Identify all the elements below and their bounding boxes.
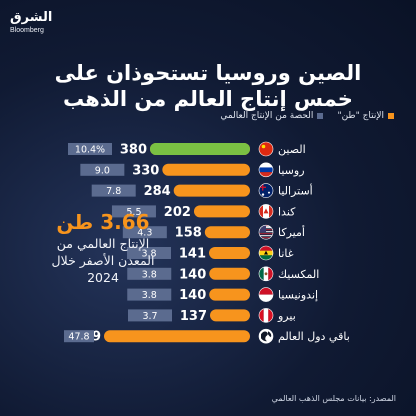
legend: الإنتاج "طن" الحصة من الإنتاج العالمي [220,110,394,122]
production-bar [209,247,250,259]
bar-row: 284 7.8 أستراليا [91,183,313,199]
share-value: 4.3 [137,228,152,239]
bar-row: 158 4.3 أميركا [122,224,305,241]
canada-flag-icon [258,204,274,219]
production-value: 202 [164,205,191,220]
bar-row: 202 5.5 كندا [111,204,296,220]
callout-value: 3.66 طن [56,210,150,234]
country-label: الصين [278,143,306,156]
share-value: 3.8 [142,290,157,301]
share-box [127,247,172,259]
country-label: روسيا [278,164,305,177]
callout: 3.66 طن الإنتاج العالمي من المعدن الأصفر… [28,210,178,285]
production-bar [104,330,250,343]
bar-row: 137 3.7 بيرو [128,308,296,324]
share-box [127,267,172,280]
legend-production-label: الإنتاج "طن" [337,111,384,121]
production-bar [193,205,250,218]
australia-flag-icon [258,183,274,198]
share-box [68,143,112,155]
share-box [111,205,156,218]
bar-row: 330 9.0 روسيا [80,162,305,178]
country-label: باقي دول العالم [278,330,350,343]
bar-row: 140 3.8 المكسيك [127,266,319,282]
country-label: كندا [278,205,296,218]
chart-title-line-2: خمس إنتاج العالم من الذهب [63,87,353,111]
chart-title-line-1: الصين وروسيا تستحوذان على [54,61,362,85]
production-value: 137 [180,309,207,324]
callout-desc-2: المعدن الأصفر خلال [51,253,155,268]
legend-share-label: الحصة من الإنتاج العالمي [220,111,314,121]
share-value: 5.5 [126,207,141,218]
production-bar [209,267,250,280]
usa-flag-icon [258,224,274,240]
production-value: 140 [179,288,206,303]
bar-row: 380 10.4% الصين [68,141,306,158]
share-value: 7.8 [106,186,121,197]
share-value: 3.8 [142,269,157,280]
country-label: أستراليا [278,184,313,198]
share-box [91,184,136,197]
production-value: 158 [175,226,202,241]
share-value: 3.8 [141,249,156,260]
production-value: 330 [132,163,159,178]
bar-row: 140 3.8 إندونيسيا [127,287,318,303]
country-label: المكسيك [278,268,319,281]
mexico-flag-icon [258,266,274,282]
production-bar [204,226,250,239]
share-value: 3.7 [142,311,157,322]
ghana-flag-icon [258,245,274,261]
production-bar [173,184,250,197]
bar-row: 141 3.8 غانا [127,245,294,262]
share-box [127,288,172,301]
production-bar-highlight [150,143,250,155]
production-value: 380 [120,143,147,158]
indonesia-flag-icon [258,287,274,302]
brand-sub: Bloomberg [10,27,44,34]
country-label: غانا [278,247,294,260]
share-box [122,226,167,239]
share-box [80,163,125,176]
country-label: إندونيسيا [278,289,318,302]
share-box [128,309,172,322]
production-value: 140 [179,267,206,282]
brand-name: الشرق [10,10,53,25]
production-bar [210,309,250,322]
country-label: أميركا [278,225,305,239]
share-box [64,330,94,343]
country-label: بيرو [277,309,296,322]
china-flag-icon [258,141,274,157]
callout-desc-1: الإنتاج العالمي من [56,236,150,251]
source-note: المصدر: بيانات مجلس الذهب العالمي [271,394,396,403]
share-value: 10.4% [75,145,105,156]
share-value: 9.0 [95,165,110,176]
share-value: 47.8 [68,332,89,343]
russia-flag-icon [258,162,274,178]
legend-share-swatch [317,113,324,119]
legend-production-swatch [388,113,394,119]
peru-flag-icon [258,308,274,323]
production-value: 284 [144,184,171,199]
callout-desc-3: 2024 [87,270,119,285]
production-bar [209,288,250,301]
production-bar [162,163,250,176]
brand-logo: الشرق Bloomberg [10,10,56,40]
globe-icon [258,328,274,344]
production-value: 141 [179,247,206,262]
